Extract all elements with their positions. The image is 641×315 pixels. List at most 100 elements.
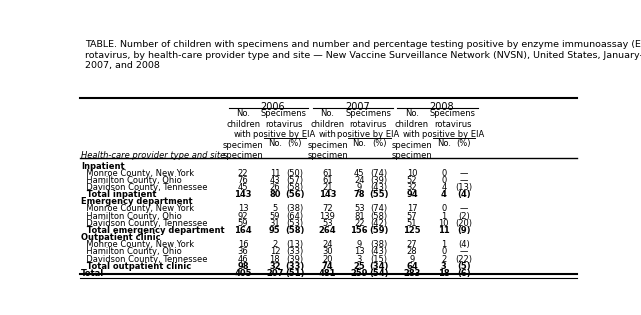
Text: 13: 13 [354, 247, 365, 256]
Text: (74): (74) [370, 204, 388, 214]
Text: Davidson County, Tennessee: Davidson County, Tennessee [81, 183, 208, 192]
Text: 143: 143 [235, 190, 252, 199]
Text: (55): (55) [369, 190, 389, 199]
Text: (58): (58) [370, 212, 388, 220]
Text: 259: 259 [351, 269, 368, 278]
Text: (5): (5) [457, 262, 470, 271]
Text: 52: 52 [407, 176, 417, 185]
Text: specimen: specimen [307, 151, 348, 160]
Text: 51: 51 [407, 219, 417, 228]
Text: 45: 45 [354, 169, 365, 178]
Text: No.: No. [437, 139, 451, 148]
Text: 18: 18 [438, 269, 449, 278]
Text: No.: No. [268, 139, 282, 148]
Text: Hamilton County, Ohio: Hamilton County, Ohio [81, 247, 182, 256]
Text: (4): (4) [457, 190, 470, 199]
Text: Davidson County, Tennessee: Davidson County, Tennessee [81, 219, 208, 228]
Text: No.
children
with
specimen: No. children with specimen [392, 109, 432, 150]
Text: 13: 13 [238, 204, 248, 214]
Text: (74): (74) [370, 169, 388, 178]
Text: 92: 92 [238, 212, 248, 220]
Text: Inpatient: Inpatient [81, 162, 125, 170]
Text: 139: 139 [320, 212, 335, 220]
Text: 24: 24 [354, 176, 365, 185]
Text: 80: 80 [269, 190, 281, 199]
Text: 143: 143 [319, 190, 337, 199]
Text: 32: 32 [406, 183, 417, 192]
Text: specimen: specimen [222, 151, 263, 160]
Text: (6): (6) [457, 269, 470, 278]
Text: 283: 283 [403, 269, 420, 278]
Text: Hamilton County, Ohio: Hamilton County, Ohio [81, 176, 182, 185]
Text: (53): (53) [286, 219, 303, 228]
Text: —: — [460, 176, 468, 185]
Text: 1: 1 [441, 240, 446, 249]
Text: Hamilton County, Ohio: Hamilton County, Ohio [81, 212, 182, 220]
Text: (51): (51) [285, 269, 304, 278]
Text: Davidson County, Tennessee: Davidson County, Tennessee [81, 255, 208, 264]
Text: 10: 10 [407, 169, 417, 178]
Text: 481: 481 [319, 269, 337, 278]
Text: 207: 207 [266, 269, 283, 278]
Text: 61: 61 [322, 176, 333, 185]
Text: 0: 0 [441, 204, 446, 214]
Text: 57: 57 [406, 212, 417, 220]
Text: Total: Total [81, 269, 104, 278]
Text: 5: 5 [272, 204, 278, 214]
Text: (54): (54) [369, 269, 389, 278]
Text: Emergency department: Emergency department [81, 197, 193, 206]
Text: (43): (43) [370, 183, 388, 192]
Text: (%): (%) [287, 139, 302, 148]
Text: (%): (%) [456, 139, 471, 148]
Text: 53: 53 [322, 219, 333, 228]
Text: 25: 25 [353, 262, 365, 271]
Text: Specimens
rotavirus
positive by EIA: Specimens rotavirus positive by EIA [337, 109, 399, 139]
Text: 78: 78 [354, 190, 365, 199]
Text: 11: 11 [270, 169, 280, 178]
Text: 4: 4 [441, 190, 447, 199]
Text: 59: 59 [238, 219, 248, 228]
Text: Total emergency department: Total emergency department [81, 226, 225, 235]
Text: 26: 26 [270, 183, 280, 192]
Text: (2): (2) [458, 212, 469, 220]
Text: (34): (34) [369, 262, 389, 271]
Text: specimen: specimen [392, 151, 432, 160]
Text: Specimens
rotavirus
positive by EIA: Specimens rotavirus positive by EIA [422, 109, 484, 139]
Text: 4: 4 [441, 183, 446, 192]
Text: 22: 22 [354, 219, 365, 228]
Text: 0: 0 [441, 176, 446, 185]
Text: 2: 2 [441, 255, 446, 264]
Text: 12: 12 [270, 247, 280, 256]
Text: (33): (33) [285, 262, 304, 271]
Text: 22: 22 [238, 169, 248, 178]
Text: 24: 24 [322, 240, 333, 249]
Text: 27: 27 [406, 240, 417, 249]
Text: 32: 32 [269, 262, 281, 271]
Text: (9): (9) [457, 226, 470, 235]
Text: Monroe County, New York: Monroe County, New York [81, 240, 194, 249]
Text: 9: 9 [356, 240, 362, 249]
Text: Monroe County, New York: Monroe County, New York [81, 169, 194, 178]
Text: 53: 53 [354, 204, 365, 214]
Text: (13): (13) [455, 183, 472, 192]
Text: 3: 3 [441, 262, 447, 271]
Text: 2007: 2007 [345, 102, 370, 112]
Text: 17: 17 [406, 204, 417, 214]
Text: 46: 46 [238, 255, 248, 264]
Text: (64): (64) [286, 212, 303, 220]
Text: (15): (15) [370, 255, 388, 264]
Text: 3: 3 [356, 255, 362, 264]
Text: (%): (%) [372, 139, 387, 148]
Text: 61: 61 [322, 169, 333, 178]
Text: (58): (58) [286, 183, 303, 192]
Text: 16: 16 [238, 240, 248, 249]
Text: 95: 95 [269, 226, 281, 235]
Text: No.
children
with
specimen: No. children with specimen [307, 109, 348, 150]
Text: 45: 45 [238, 183, 248, 192]
Text: Total inpatient: Total inpatient [81, 190, 156, 199]
Text: 94: 94 [406, 190, 418, 199]
Text: No.
children
with
specimen: No. children with specimen [222, 109, 263, 150]
Text: (33): (33) [286, 247, 303, 256]
Text: (38): (38) [370, 240, 388, 249]
Text: 20: 20 [322, 255, 333, 264]
